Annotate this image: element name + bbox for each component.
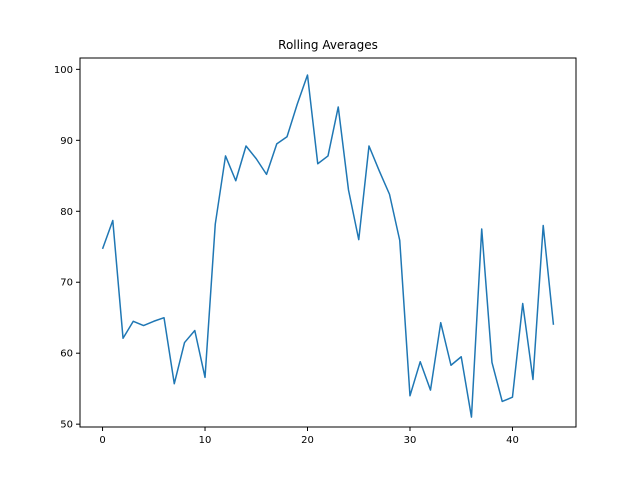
plot-frame [79,57,577,428]
x-tick-label: 20 [301,435,314,446]
chart-title: Rolling Averages [278,38,378,52]
x-axis: 0 10 20 30 40 [99,427,519,446]
y-tick-label: 90 [60,136,73,147]
y-tick-label: 100 [54,65,73,76]
x-tick-label: 30 [404,435,417,446]
x-tick-label: 0 [99,435,105,446]
y-axis: 50 60 70 80 90 100 [54,65,80,431]
series-line-0 [101,74,555,418]
y-tick-label: 80 [60,207,73,218]
series-line-group [101,74,555,418]
y-tick-label: 50 [60,420,73,431]
y-tick-label: 60 [60,349,73,360]
x-tick-label: 40 [506,435,519,446]
x-tick-label: 10 [199,435,212,446]
y-tick-label: 70 [60,278,73,289]
